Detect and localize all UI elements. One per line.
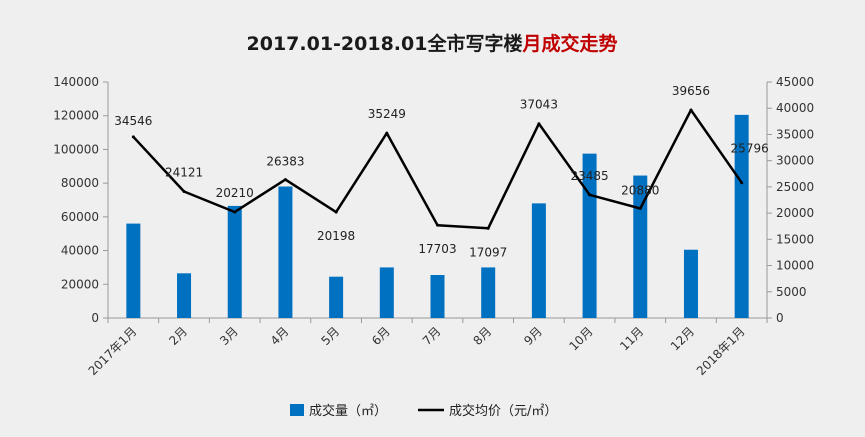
bar xyxy=(683,249,698,318)
x-tick-label: 2月 xyxy=(166,324,190,348)
x-tick-label: 4月 xyxy=(268,324,292,348)
line-data-label: 17703 xyxy=(418,242,456,256)
line-data-label: 20210 xyxy=(216,186,254,200)
line-point xyxy=(334,210,338,214)
x-tick-label: 12月 xyxy=(668,324,697,353)
line-data-label: 17097 xyxy=(469,245,507,259)
line-data-label: 25796 xyxy=(731,142,769,156)
bar xyxy=(227,205,242,318)
line-point xyxy=(436,223,439,227)
line-point xyxy=(588,193,592,197)
right-axis-ticks: 0 5000 10000 15000 20000 25000 30000 35000 40000… xyxy=(767,75,814,325)
right-tick-label: 25000 xyxy=(776,180,814,194)
chart-title: 2017.01-2018.01全市写字楼月成交走势 xyxy=(247,32,618,55)
right-tick-label: 20000 xyxy=(776,206,814,220)
left-tick-label: 0 xyxy=(91,311,99,325)
line-data-label: 23485 xyxy=(570,169,608,183)
x-tick-label: 11月 xyxy=(617,324,646,353)
line-point xyxy=(233,210,237,214)
line-point xyxy=(385,131,389,135)
line-data-label: 37043 xyxy=(520,98,558,112)
line-data-labels: 34546 24121 20210 26383 20198 35249 17703 17097… xyxy=(114,84,768,259)
line-data-label: 26383 xyxy=(266,155,304,169)
line-data-label: 20198 xyxy=(317,229,355,243)
bar xyxy=(126,223,141,318)
line-point xyxy=(689,108,693,112)
right-tick-label: 35000 xyxy=(776,127,814,141)
line-point xyxy=(182,189,186,193)
line-data-label: 24121 xyxy=(165,165,203,179)
line-data-label: 34546 xyxy=(114,114,152,128)
line-point xyxy=(537,122,541,126)
right-tick-label: 10000 xyxy=(776,259,814,273)
left-tick-label: 140000 xyxy=(53,75,99,89)
price-line xyxy=(132,108,743,230)
x-tick-label: 7月 xyxy=(420,324,444,348)
left-tick-label: 80000 xyxy=(61,176,99,190)
right-tick-label: 40000 xyxy=(776,101,814,115)
chart-title-main: 2017.01-2018.01全市写字楼 xyxy=(247,32,523,55)
line-data-label: 39656 xyxy=(672,84,710,98)
x-tick-label: 3月 xyxy=(217,324,241,348)
line-data-label: 20880 xyxy=(621,183,659,197)
bar xyxy=(278,186,293,318)
bar xyxy=(531,203,546,318)
left-tick-label: 40000 xyxy=(61,244,99,258)
x-tick-label: 2018年1月 xyxy=(694,324,748,378)
line-point xyxy=(283,178,287,182)
right-tick-label: 45000 xyxy=(776,75,814,89)
left-tick-label: 120000 xyxy=(53,109,99,123)
x-tick-label: 8月 xyxy=(471,324,495,348)
legend-line-label: 成交均价（元/㎡） xyxy=(449,403,557,419)
x-tick-label: 6月 xyxy=(369,324,393,348)
legend: 成交量（㎡） 成交均价（元/㎡） xyxy=(290,403,557,419)
line-point xyxy=(740,181,744,185)
bar xyxy=(430,275,445,318)
legend-bar-swatch xyxy=(290,404,304,416)
line-point xyxy=(486,226,490,230)
bar xyxy=(633,175,648,318)
legend-bar-label: 成交量（㎡） xyxy=(309,403,387,419)
line-point xyxy=(638,206,642,210)
x-tick-label: 9月 xyxy=(521,324,545,348)
line-data-label: 35249 xyxy=(368,107,406,121)
left-tick-label: 100000 xyxy=(53,142,99,156)
left-tick-label: 20000 xyxy=(61,277,99,291)
line-point xyxy=(131,135,135,139)
chart-title-highlight: 月成交走势 xyxy=(521,32,617,55)
x-tick-label: 10月 xyxy=(567,324,596,353)
bar xyxy=(329,276,344,318)
right-tick-label: 15000 xyxy=(776,232,814,246)
x-tick-label: 5月 xyxy=(318,324,342,348)
line-series xyxy=(131,108,744,230)
right-tick-label: 5000 xyxy=(776,285,807,299)
left-tick-label: 60000 xyxy=(61,210,99,224)
bar xyxy=(734,114,749,318)
right-tick-label: 0 xyxy=(776,311,784,325)
right-tick-label: 30000 xyxy=(776,154,814,168)
bar xyxy=(379,267,394,318)
bar xyxy=(177,273,192,318)
x-tick-label: 2017年1月 xyxy=(86,324,140,378)
left-axis-ticks: 0 20000 40000 60000 80000 100000 120000 140000 xyxy=(53,75,108,325)
bar xyxy=(481,267,496,318)
bar-series xyxy=(126,114,749,318)
